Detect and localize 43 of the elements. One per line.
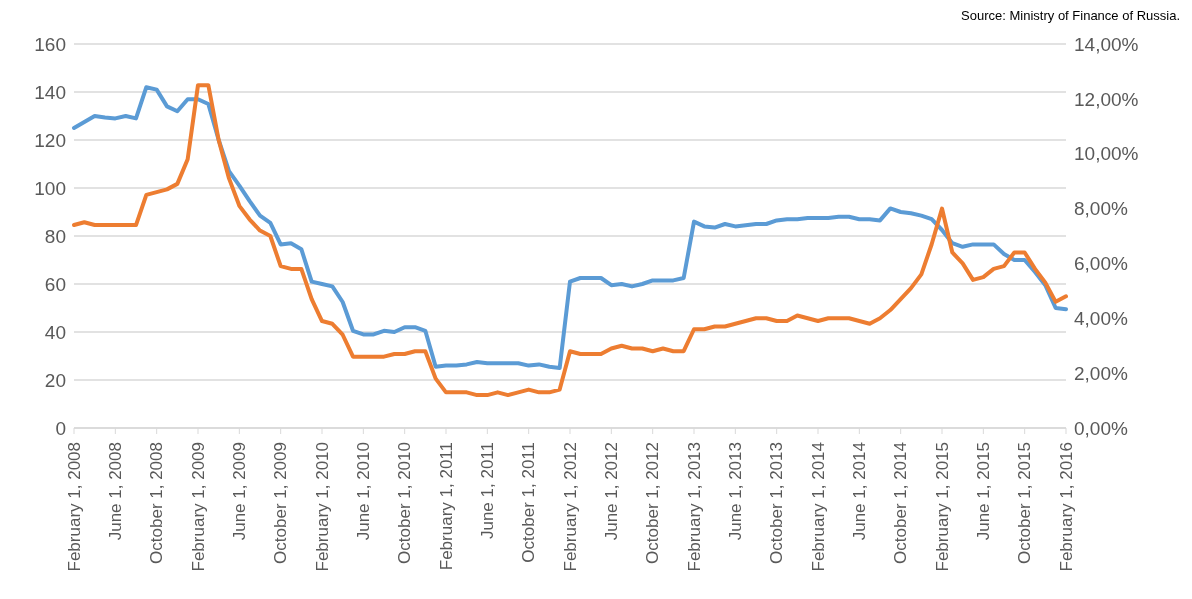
x-tick-label: June 1, 2012 bbox=[601, 442, 621, 541]
y-tick-label: 0 bbox=[55, 417, 66, 439]
y2-tick-label: 10,00% bbox=[1074, 143, 1139, 165]
x-tick-label: October 1, 2013 bbox=[767, 442, 787, 564]
y-tick-label: 140 bbox=[34, 81, 66, 103]
y2-tick-label: 2,00% bbox=[1074, 362, 1128, 384]
y-tick-label: 80 bbox=[44, 225, 66, 247]
y2-tick-label: 14,00% bbox=[1074, 33, 1139, 55]
x-tick-label: October 1, 2011 bbox=[519, 442, 539, 563]
x-tick-label: February 1, 2011 bbox=[436, 442, 456, 571]
x-tick-label: February 1, 2009 bbox=[188, 442, 208, 572]
x-tick-label: June 1, 2014 bbox=[849, 442, 869, 541]
x-tick-label: June 1, 2011 bbox=[477, 442, 497, 540]
y-tick-label: 120 bbox=[34, 129, 66, 151]
x-tick-label: February 1, 2010 bbox=[312, 442, 332, 572]
x-tick-label: February 1, 2016 bbox=[1056, 442, 1076, 572]
x-tick-label: February 1, 2008 bbox=[64, 442, 84, 572]
y2-tick-label: 4,00% bbox=[1074, 308, 1128, 330]
source-note: Source: Ministry of Finance of Russia. bbox=[960, 8, 1180, 23]
y-tick-label: 20 bbox=[44, 369, 66, 391]
x-tick-label: October 1, 2015 bbox=[1015, 442, 1035, 564]
x-tick-label: February 1, 2013 bbox=[684, 442, 704, 572]
x-tick-label: June 1, 2015 bbox=[973, 442, 993, 541]
y2-tick-label: 8,00% bbox=[1074, 198, 1128, 220]
x-tick-label: October 1, 2014 bbox=[891, 442, 911, 564]
y2-tick-label: 0,00% bbox=[1074, 417, 1128, 439]
x-tick-label: June 1, 2010 bbox=[353, 442, 373, 541]
x-tick-label: October 1, 2009 bbox=[271, 442, 291, 564]
x-tick-label: February 1, 2015 bbox=[932, 442, 952, 572]
x-tick-label: February 1, 2012 bbox=[560, 442, 580, 572]
x-tick-label: February 1, 2014 bbox=[808, 442, 828, 572]
y-tick-label: 160 bbox=[34, 33, 66, 55]
y2-tick-label: 12,00% bbox=[1074, 88, 1139, 110]
y-tick-label: 60 bbox=[44, 273, 66, 295]
x-tick-label: October 1, 2010 bbox=[395, 442, 415, 564]
x-tick-label: June 1, 2013 bbox=[725, 442, 745, 541]
x-tick-label: October 1, 2012 bbox=[643, 442, 663, 564]
x-tick-label: June 1, 2009 bbox=[229, 442, 249, 541]
y-tick-label: 100 bbox=[34, 177, 66, 199]
x-tick-label: June 1, 2008 bbox=[105, 442, 125, 541]
y2-tick-label: 6,00% bbox=[1074, 253, 1128, 275]
y-tick-label: 40 bbox=[44, 321, 66, 343]
x-tick-label: October 1, 2008 bbox=[147, 442, 167, 564]
